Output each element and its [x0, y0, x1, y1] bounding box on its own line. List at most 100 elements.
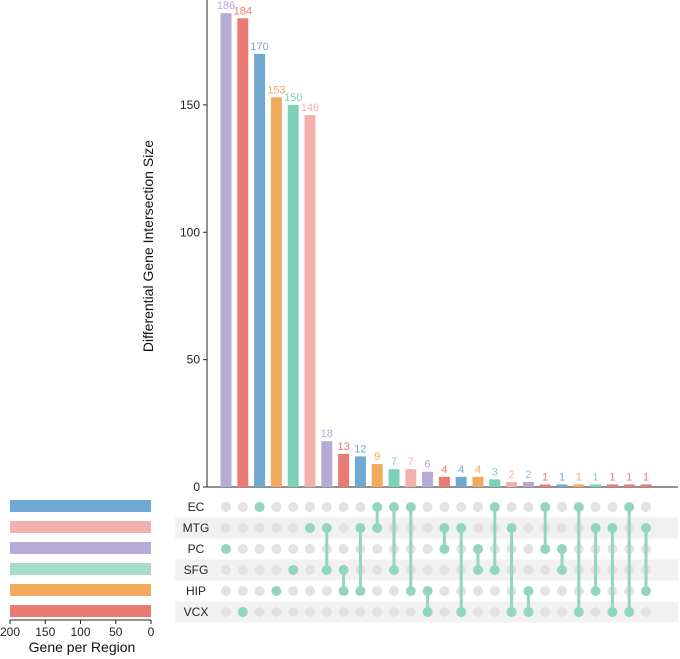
matrix-dot-inactive	[489, 586, 500, 596]
matrix-dot-inactive	[254, 523, 265, 533]
matrix-dot-inactive	[321, 502, 332, 512]
matrix-dot-inactive	[288, 523, 299, 533]
bar-value-label: 4	[475, 464, 481, 476]
bar-value-label: 13	[337, 441, 349, 453]
matrix-dot-inactive	[523, 565, 534, 575]
bar-value-label: 153	[267, 84, 285, 96]
matrix-dot-inactive	[288, 544, 299, 554]
matrix-dot-inactive	[473, 523, 483, 533]
matrix-dot-inactive	[271, 544, 282, 554]
matrix-dot-inactive	[422, 523, 433, 533]
matrix-dot-inactive	[590, 607, 601, 617]
matrix-dot-inactive	[473, 586, 483, 596]
bar	[287, 104, 299, 487]
matrix-dot-inactive	[237, 586, 248, 596]
bar-value-label: 4	[441, 464, 447, 476]
bar	[371, 464, 383, 487]
matrix-dot-active	[305, 523, 315, 533]
matrix-dot-inactive	[405, 607, 416, 617]
matrix-dot-active	[389, 565, 399, 575]
bar	[321, 441, 333, 487]
matrix-dot-inactive	[321, 607, 332, 617]
matrix-dot-active	[590, 586, 601, 596]
matrix-dot-inactive	[305, 544, 315, 554]
matrix-dot-active	[372, 523, 383, 533]
matrix-dot-active	[288, 565, 299, 575]
matrix-dot-inactive	[439, 565, 450, 575]
matrix-dot-active	[372, 502, 383, 512]
bar	[623, 484, 635, 487]
matrix-dot-inactive	[305, 565, 315, 575]
bar	[422, 471, 434, 487]
bar	[270, 97, 282, 488]
matrix-dot-inactive	[422, 544, 433, 554]
matrix-dot-inactive	[254, 544, 265, 554]
matrix-dot-active	[573, 502, 584, 512]
matrix-dot-active	[422, 607, 433, 617]
set-label: PC	[188, 542, 205, 556]
bar-value-label: 1	[576, 471, 582, 483]
set-label: EC	[188, 500, 205, 514]
matrix-dot-inactive	[439, 586, 450, 596]
matrix-dot-active	[405, 502, 416, 512]
matrix-dot-active	[590, 523, 601, 533]
bar-value-label: 2	[509, 469, 515, 481]
matrix-dot-inactive	[254, 607, 265, 617]
bar	[438, 476, 450, 487]
matrix-dot-inactive	[473, 607, 483, 617]
matrix-dot-inactive	[557, 607, 567, 617]
bar-value-label: 7	[391, 456, 397, 468]
matrix-dot-inactive	[305, 607, 315, 617]
bar	[640, 484, 652, 487]
bar-value-label: 12	[354, 443, 366, 455]
matrix-dot-inactive	[523, 523, 534, 533]
bar	[455, 476, 467, 487]
matrix-dot-active	[540, 544, 551, 554]
y-axis-title: Differential Gene Intersection Size	[140, 140, 156, 352]
matrix-dot-inactive	[506, 502, 517, 512]
set-label: SFG	[184, 563, 209, 577]
bar-value-label: 170	[250, 41, 268, 53]
matrix-dot-active	[489, 502, 500, 512]
matrix-dot-active	[573, 607, 584, 617]
matrix-dot-inactive	[372, 607, 383, 617]
bar	[606, 484, 618, 487]
bar-value-label: 1	[609, 471, 615, 483]
matrix-dot-active	[641, 523, 651, 533]
set-size-tick-label: 100	[70, 625, 90, 639]
matrix-dot-active	[321, 565, 332, 575]
matrix-dot-active	[607, 523, 618, 533]
bar	[220, 13, 232, 487]
matrix-dot-active	[405, 586, 416, 596]
bar-value-label: 2	[525, 469, 531, 481]
matrix-dot-inactive	[221, 607, 231, 617]
matrix-dot-inactive	[288, 607, 299, 617]
matrix-dot-active	[506, 523, 517, 533]
bar	[522, 481, 534, 487]
intersection-matrix	[221, 502, 651, 617]
bar	[556, 484, 568, 487]
matrix-dot-inactive	[439, 607, 450, 617]
matrix-dot-active	[389, 502, 399, 512]
matrix-dot-active	[473, 544, 483, 554]
matrix-dot-inactive	[473, 502, 483, 512]
set-size-tick-label: 50	[109, 625, 123, 639]
matrix-dot-inactive	[271, 502, 282, 512]
bar-value-label: 4	[458, 464, 464, 476]
set-size-bar	[10, 584, 151, 596]
matrix-dot-inactive	[221, 502, 231, 512]
matrix-dot-inactive	[221, 565, 231, 575]
matrix-dot-inactive	[590, 502, 601, 512]
matrix-dot-inactive	[389, 607, 399, 617]
matrix-dot-inactive	[321, 586, 332, 596]
matrix-dot-inactive	[607, 502, 618, 512]
matrix-dot-inactive	[557, 502, 567, 512]
matrix-dot-inactive	[271, 565, 282, 575]
matrix-dot-inactive	[254, 565, 265, 575]
set-size-tick-label: 150	[35, 625, 55, 639]
matrix-dot-inactive	[372, 565, 383, 575]
matrix-dot-inactive	[456, 502, 467, 512]
bar	[405, 469, 417, 487]
